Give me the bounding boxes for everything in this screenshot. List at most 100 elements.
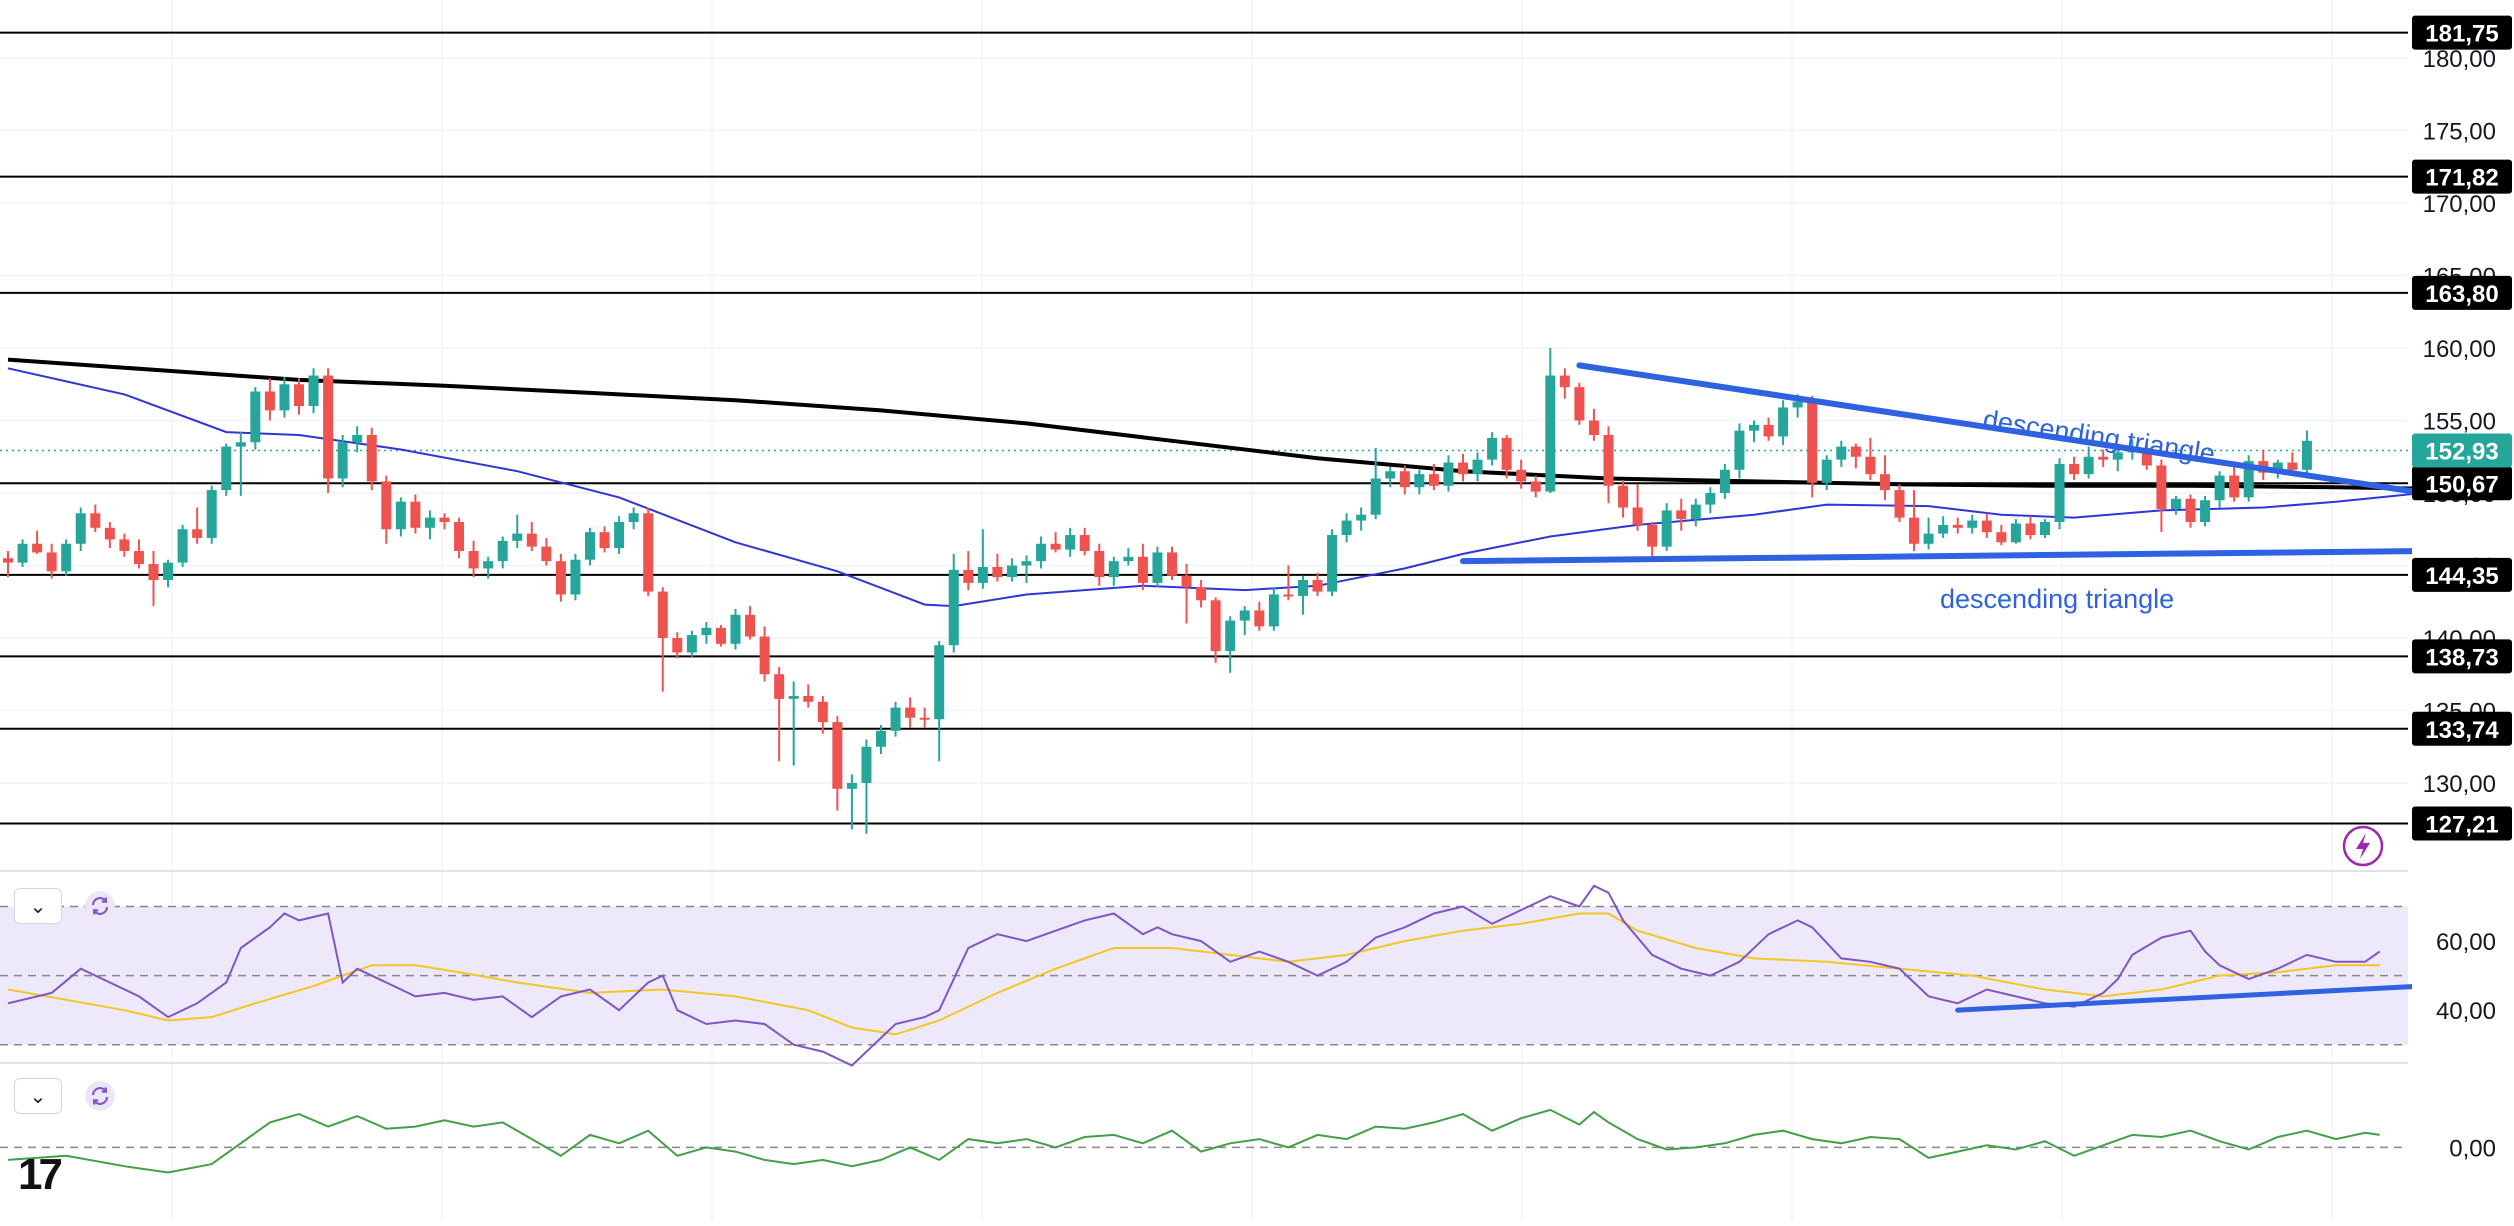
rsi-sync-button[interactable]	[82, 888, 118, 924]
candle-body	[1545, 375, 1556, 492]
oscillator-line	[0, 1108, 2408, 1174]
candle-body	[1196, 587, 1207, 601]
candlesticks	[3, 348, 2312, 834]
price-level-label-bg	[2412, 711, 2512, 746]
candle-body	[1661, 510, 1672, 547]
candle	[672, 632, 683, 659]
grid-lines	[0, 0, 2408, 1221]
candle-body	[1225, 620, 1236, 652]
candle	[1094, 543, 1105, 586]
candle-body	[846, 783, 857, 789]
candle	[1399, 465, 1410, 495]
candle-body	[1167, 552, 1177, 576]
candle	[512, 514, 523, 549]
rsi-collapse-button[interactable]: ⌄	[14, 888, 62, 924]
candle	[1574, 382, 1585, 425]
candle-body	[1297, 580, 1308, 596]
candle-body	[890, 707, 901, 731]
trendline-upper	[1576, 362, 2427, 496]
candle	[32, 530, 43, 554]
candle	[1487, 432, 1498, 466]
candle-body	[1734, 430, 1745, 470]
candle-body	[395, 501, 406, 530]
candle-body	[861, 746, 872, 783]
candle	[1065, 527, 1076, 557]
candle-body	[1574, 387, 1585, 421]
candle	[2054, 458, 2065, 530]
candle	[352, 426, 363, 453]
candle	[555, 553, 566, 602]
candle	[337, 435, 348, 488]
candle-body	[410, 501, 421, 528]
candle-body	[235, 442, 246, 447]
candle	[410, 494, 421, 534]
candle	[1545, 348, 1556, 493]
price-tick-label: 155,00	[2423, 409, 2496, 436]
candle-body	[264, 391, 275, 411]
oscillator-collapse-button[interactable]: ⌄	[14, 1078, 62, 1114]
oscillator-sync-button[interactable]	[82, 1078, 118, 1114]
candle	[90, 504, 101, 533]
price-level-label: 163,80	[2425, 281, 2498, 308]
candle-body	[1239, 610, 1250, 621]
candle-body	[2069, 464, 2080, 475]
candle	[1749, 420, 1759, 443]
candle-body	[1108, 561, 1119, 578]
candle	[1938, 516, 1949, 538]
candle	[1079, 527, 1090, 556]
alert-icon[interactable]	[2342, 825, 2384, 867]
candle	[1588, 408, 1599, 441]
candle-body	[439, 517, 450, 522]
candle-body	[468, 551, 479, 569]
candle	[439, 513, 450, 530]
candle	[585, 527, 595, 566]
candle-body	[1647, 524, 1658, 547]
candle	[1981, 513, 1992, 538]
candle	[1239, 606, 1250, 636]
candle	[1763, 417, 1774, 441]
candle-body	[1268, 594, 1279, 627]
trendline-lower-label: descending triangle	[1940, 584, 2174, 614]
candle-body	[2272, 462, 2283, 473]
candle-body	[2141, 448, 2152, 466]
candle-body	[1065, 535, 1076, 550]
candle	[715, 624, 726, 647]
candle-body	[715, 627, 726, 644]
candle-body	[2301, 440, 2312, 470]
candle	[1443, 455, 1454, 492]
candle-body	[206, 490, 217, 538]
candle	[221, 443, 232, 496]
candle-body	[526, 533, 537, 547]
price-tick-label: 180,00	[2423, 46, 2496, 73]
price-axis[interactable]: 180,00175,00170,00165,00160,00155,00150,…	[2412, 0, 2514, 1221]
candle	[1952, 517, 1963, 534]
candle	[963, 551, 974, 591]
candle	[1850, 443, 1861, 469]
candle-body	[2098, 456, 2109, 460]
last-price-label: 152,93	[2425, 439, 2498, 466]
price-level-label-bg	[2412, 557, 2512, 592]
candle-body	[2229, 475, 2240, 498]
candle-body	[61, 543, 72, 572]
candle-body	[1501, 437, 1512, 470]
chevron-down-icon: ⌄	[29, 895, 47, 918]
candle-body	[1370, 478, 1381, 515]
candle-body	[2243, 461, 2254, 498]
candle	[1254, 601, 1265, 631]
candle-body	[1632, 507, 1643, 525]
candle-body	[992, 566, 1003, 578]
candle-body	[1487, 437, 1498, 460]
candle-body	[1312, 580, 1323, 592]
candle-body	[1894, 490, 1905, 518]
candle	[2156, 459, 2167, 533]
lightning-icon	[2356, 833, 2370, 859]
candle-body	[1821, 459, 1832, 483]
candle-body	[803, 696, 814, 702]
candle-body	[483, 561, 494, 569]
candle-body	[323, 375, 334, 479]
candle-body	[759, 636, 770, 675]
candle	[3, 551, 13, 578]
